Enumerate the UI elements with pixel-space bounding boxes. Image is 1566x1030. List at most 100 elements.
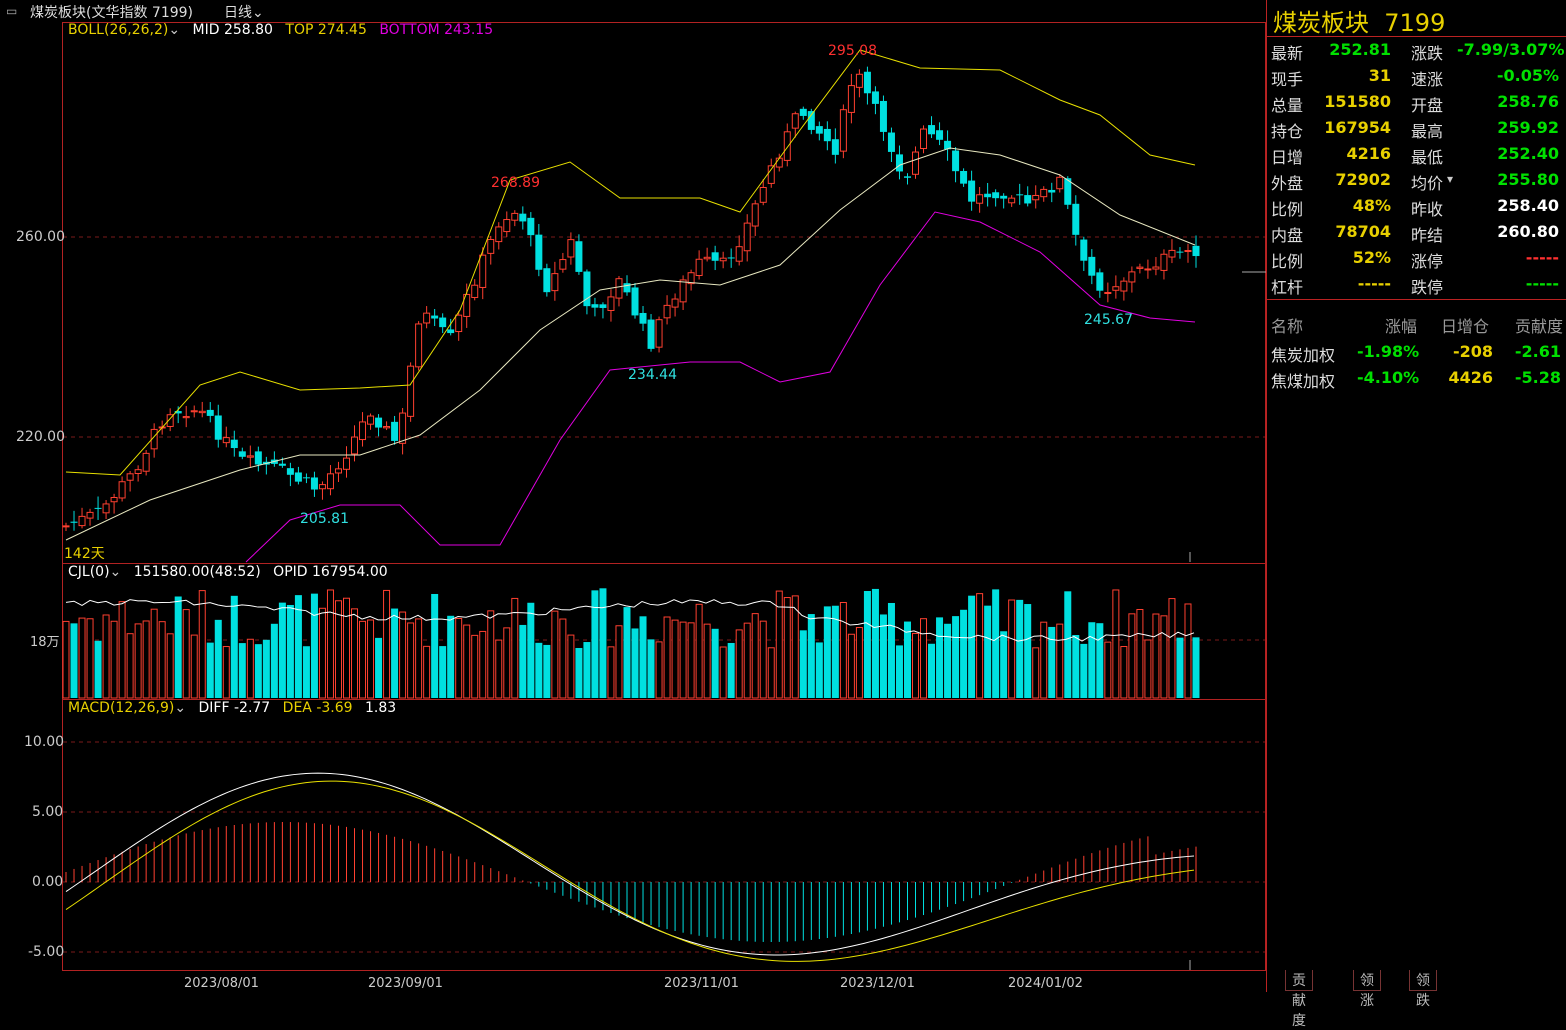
candle-body — [431, 315, 439, 319]
volume-bar — [375, 637, 383, 698]
volume-bar — [302, 646, 310, 698]
volume-bar — [847, 633, 855, 699]
boll-top: TOP 274.45 — [285, 22, 367, 38]
candle-body — [759, 187, 767, 203]
quote-key: 日增 — [1271, 148, 1304, 167]
tab-gainers[interactable]: 领涨 — [1353, 970, 1381, 1009]
caret-down-icon[interactable]: ▾ — [1447, 172, 1454, 186]
volume-bar — [479, 630, 487, 699]
candle-body — [1112, 286, 1120, 291]
quote-value: 258.76 — [1497, 92, 1559, 111]
volume-bar — [110, 620, 118, 699]
tab-contribution[interactable]: 贡献度 — [1285, 970, 1313, 1029]
volume-bar — [823, 606, 831, 698]
quote-key: 涨停 — [1411, 252, 1444, 271]
component-change: -1.98% — [1357, 342, 1420, 361]
volume-bar — [1024, 604, 1032, 698]
volume-bar — [807, 614, 815, 698]
candle-body — [1168, 249, 1176, 258]
col-header-change[interactable]: 涨幅 — [1385, 317, 1418, 336]
quote-value: ----- — [1525, 274, 1559, 293]
col-header-name[interactable]: 名称 — [1271, 317, 1304, 336]
candle-body — [495, 226, 503, 243]
candle-body — [711, 252, 719, 261]
candle-body — [1008, 197, 1016, 204]
component-contrib: -5.28 — [1514, 368, 1561, 387]
volume-bar — [495, 639, 503, 699]
quote-key: 均价 — [1411, 174, 1444, 193]
link-icon[interactable]: ▭ — [6, 4, 18, 18]
volume-bar — [543, 644, 551, 698]
candle-body — [174, 411, 182, 414]
candle-body — [647, 319, 655, 349]
macd-tick-neg5: -5.00 — [28, 944, 65, 960]
candle-body — [903, 176, 911, 178]
macd-tick-10: 10.00 — [24, 734, 65, 750]
quote-value: ----- — [1357, 274, 1391, 293]
candle-body — [839, 109, 847, 152]
candle-body — [1048, 189, 1056, 193]
volume-bar — [150, 608, 158, 699]
candle-body — [342, 457, 350, 470]
component-name: 焦煤加权 — [1271, 372, 1336, 391]
volume-bar — [1072, 634, 1080, 698]
quote-value: 72902 — [1335, 170, 1391, 189]
volume-bar — [262, 639, 270, 698]
quote-key: 跌停 — [1411, 278, 1444, 297]
volume-bar — [1112, 589, 1120, 699]
cjl-value: 151580.00(48:52) — [133, 564, 261, 580]
volume-bar — [960, 609, 968, 698]
volume-bar — [230, 595, 238, 698]
candle-body — [575, 241, 583, 272]
quote-key: 比例 — [1271, 200, 1304, 219]
macd-tick-5: 5.00 — [32, 804, 64, 820]
col-header-oi[interactable]: 日增仓 — [1441, 317, 1490, 336]
candle-body — [1128, 271, 1136, 283]
candle-body — [407, 365, 415, 417]
volume-bar — [399, 611, 407, 699]
volume-bar — [94, 640, 102, 698]
candle-body — [214, 415, 222, 440]
candle-body — [559, 259, 567, 270]
candle-body — [1056, 176, 1064, 190]
candle-body — [976, 194, 984, 204]
col-header-contrib[interactable]: 贡献度 — [1515, 317, 1564, 336]
quote-value: 151580 — [1324, 92, 1391, 111]
candle-body — [591, 304, 599, 308]
volume-bar — [519, 624, 527, 698]
volume-bar — [928, 643, 936, 698]
volume-bar — [855, 627, 863, 699]
volume-bar — [190, 634, 198, 699]
quote-key: 现手 — [1271, 70, 1304, 89]
quote-key: 外盘 — [1271, 174, 1304, 193]
tab-losers[interactable]: 领跌 — [1409, 970, 1437, 1009]
volume-bar — [575, 647, 583, 698]
boll-header[interactable]: BOLL(26,26,2)⌄ MID 258.80 TOP 274.45 BOT… — [68, 22, 494, 38]
candle-body — [783, 131, 791, 161]
volume-bar — [871, 588, 879, 698]
candle-body — [78, 515, 86, 527]
high-label-2: 295.08 — [828, 43, 877, 59]
candle-body — [703, 256, 711, 260]
candle-body — [607, 296, 615, 311]
candle-body — [655, 319, 663, 348]
candle-body — [823, 128, 831, 142]
candle-body — [791, 113, 799, 129]
chart-area[interactable] — [0, 0, 1266, 992]
candle-body — [102, 503, 110, 514]
period-selector[interactable]: 日线⌄ — [224, 5, 264, 21]
opid-line — [65, 599, 1195, 642]
volume-bar — [78, 617, 86, 699]
price-tick-260: 260.00 — [16, 229, 65, 245]
candle-body — [551, 273, 559, 292]
volume-bar — [431, 593, 439, 698]
volume-bar — [1176, 637, 1184, 698]
volume-bar — [286, 604, 294, 698]
quote-key: 杠杆 — [1271, 278, 1304, 297]
volume-tick: 18万 — [30, 635, 60, 650]
macd-header[interactable]: MACD(12,26,9)⌄ DIFF -2.77 DEA -3.69 1.83 — [68, 700, 397, 716]
chevron-down-icon: ⌄ — [168, 22, 181, 38]
cjl-header[interactable]: CJL(0)⌄ 151580.00(48:52) OPID 167954.00 — [68, 564, 388, 580]
candle-body — [110, 497, 118, 503]
quote-value: 4216 — [1346, 144, 1391, 163]
